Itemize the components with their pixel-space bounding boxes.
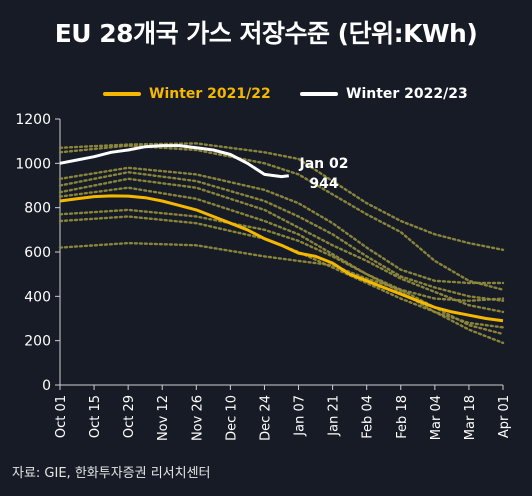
history-series-line-4 bbox=[58, 170, 505, 302]
x-tick-label: Nov 26 bbox=[190, 395, 205, 441]
legend-label-winter-2021: Winter 2021/22 bbox=[149, 86, 271, 102]
x-tick-label: Feb 04 bbox=[361, 395, 376, 439]
y-tick-label: 200 bbox=[24, 334, 51, 350]
chart-legend: Winter 2021/22 Winter 2022/23 bbox=[0, 86, 532, 106]
source-note: 자료: GIE, 한화투자증권 리서치센터 bbox=[12, 466, 211, 481]
x-tick-label: Dec 24 bbox=[258, 395, 273, 441]
annotation-date: Jan 02 bbox=[299, 156, 349, 172]
x-tick-label: Feb 18 bbox=[395, 395, 410, 439]
history-series-line-1 bbox=[58, 142, 505, 251]
history-series-line-7 bbox=[58, 208, 505, 345]
x-tick-label: Dec 10 bbox=[224, 395, 239, 441]
legend-item-winter-2022: Winter 2022/23 bbox=[300, 86, 468, 102]
x-tick-label: Jan 07 bbox=[293, 395, 308, 437]
y-tick-label: 1200 bbox=[15, 112, 51, 128]
legend-label-winter-2022: Winter 2022/23 bbox=[346, 86, 468, 102]
annotation-value: 944 bbox=[309, 176, 338, 192]
y-tick-label: 800 bbox=[24, 201, 51, 217]
x-tick-label: Oct 29 bbox=[122, 395, 137, 438]
y-tick-label: 600 bbox=[24, 245, 51, 261]
x-tick-label: Mar 04 bbox=[429, 395, 444, 440]
legend-swatch-winter-2022 bbox=[300, 92, 338, 96]
x-tick-label: Apr 01 bbox=[497, 395, 512, 438]
x-tick-label: Jan 21 bbox=[327, 395, 342, 437]
chart-title: EU 28개국 가스 저장수준 (단위:KWh) bbox=[54, 19, 478, 48]
history-series-line-2 bbox=[58, 144, 505, 291]
legend-swatch-winter-2021 bbox=[103, 92, 141, 96]
x-tick-label: Nov 12 bbox=[156, 395, 171, 441]
history-series-line-5 bbox=[58, 177, 505, 314]
legend-item-winter-2021: Winter 2021/22 bbox=[103, 86, 271, 102]
x-tick-label: Oct 15 bbox=[88, 395, 103, 438]
series-line-winter-2022 bbox=[59, 144, 289, 179]
y-tick-label: 400 bbox=[24, 289, 51, 305]
x-tick-label: Oct 01 bbox=[54, 395, 69, 438]
y-tick-label: 1000 bbox=[15, 156, 51, 172]
history-series-line-8 bbox=[58, 215, 505, 329]
series-line-winter-2021 bbox=[59, 194, 504, 323]
history-series-line-6 bbox=[58, 186, 505, 336]
x-tick-label: Mar 18 bbox=[463, 395, 478, 440]
history-series-line-9 bbox=[58, 241, 505, 303]
y-tick-label: 0 bbox=[42, 378, 51, 394]
history-series-line-3 bbox=[58, 166, 505, 285]
